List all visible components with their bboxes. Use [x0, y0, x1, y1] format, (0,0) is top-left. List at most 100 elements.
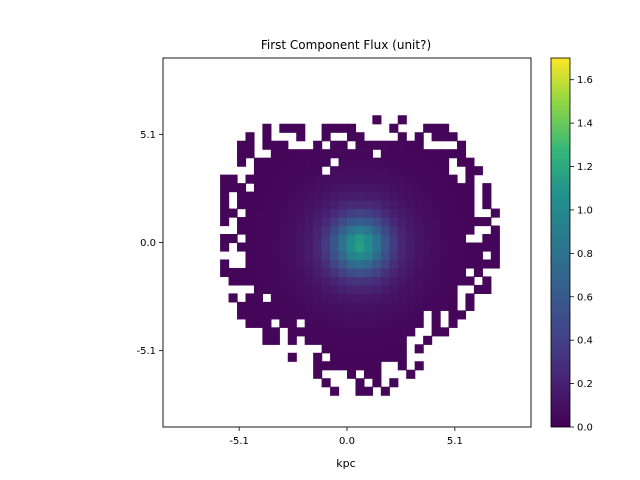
heatmap-cell: [389, 335, 399, 345]
heatmap-cell: [262, 267, 272, 278]
heatmap-cell: [313, 327, 323, 337]
heatmap-cell: [330, 225, 340, 235]
heatmap-cell: [245, 318, 255, 328]
heatmap-cell: [355, 344, 365, 354]
heatmap-cell: [406, 259, 416, 269]
heatmap-cell: [423, 208, 433, 218]
heatmap-cell: [448, 225, 458, 235]
heatmap-cell: [228, 276, 238, 286]
heatmap-cell: [440, 234, 450, 244]
heatmap-cell: [380, 191, 390, 201]
heatmap-cell: [338, 208, 348, 218]
heatmap-cell: [262, 234, 272, 244]
heatmap-cell: [380, 344, 390, 354]
heatmap-cell: [270, 242, 280, 252]
x-axis-label: kpc: [336, 457, 355, 470]
heatmap-cell: [456, 140, 467, 150]
heatmap-cell: [397, 344, 407, 354]
heatmap-cell: [228, 174, 238, 184]
heatmap-cell: [448, 301, 458, 311]
heatmap-cell: [406, 166, 416, 176]
heatmap-cell: [279, 234, 289, 244]
heatmap-cell: [347, 310, 357, 320]
heatmap-cell: [414, 225, 424, 235]
heatmap-cell: [431, 183, 441, 193]
heatmap-cell: [465, 301, 475, 311]
heatmap-cell: [414, 267, 424, 278]
heatmap-cell: [262, 217, 272, 227]
heatmap-cell: [431, 327, 441, 337]
heatmap-cell: [296, 327, 306, 337]
heatmap-cell: [321, 123, 331, 133]
heatmap-cell: [245, 276, 255, 286]
heatmap-cell: [380, 310, 390, 320]
heatmap-cell: [304, 183, 314, 193]
heatmap-cell: [448, 293, 458, 303]
heatmap-cell: [406, 217, 416, 227]
heatmap-cell: [279, 242, 289, 252]
heatmap-cell: [355, 200, 365, 210]
heatmap-cell: [440, 174, 450, 184]
heatmap-cell: [245, 200, 255, 210]
heatmap-cell: [465, 259, 475, 269]
heatmap-cell: [397, 327, 407, 337]
heatmap-cell: [262, 259, 272, 269]
heatmap-cell: [262, 132, 272, 142]
heatmap-cell: [414, 157, 424, 167]
heatmap-cell: [448, 183, 458, 193]
heatmap-cell: [220, 183, 230, 193]
colorbar-tick-label: 0.4: [577, 336, 593, 347]
heatmap-cell: [262, 301, 272, 311]
heatmap-cell: [330, 183, 340, 193]
heatmap-cell: [262, 327, 272, 337]
heatmap-cell: [389, 276, 399, 286]
colorbar-ticks: 0.0 0.2 0.4 0.6 0.8 1.0 1.2 1.4 1.6: [570, 75, 593, 434]
heatmap-cell: [389, 301, 399, 311]
heatmap-cell: [440, 284, 450, 294]
heatmap-cell: [372, 250, 382, 261]
heatmap-cell: [431, 234, 441, 244]
heatmap-cell: [490, 242, 500, 252]
heatmap-cell: [321, 174, 331, 184]
heatmap-cell: [347, 301, 357, 311]
heatmap-cell: [372, 157, 382, 167]
heatmap-cell: [380, 140, 390, 150]
heatmap-cell: [313, 352, 323, 362]
heatmap-cell: [414, 318, 424, 328]
heatmap-cell: [423, 217, 433, 227]
heatmap-cell: [313, 301, 323, 311]
heatmap-cell: [389, 200, 399, 210]
heatmap-cell: [287, 327, 297, 337]
heatmap-cell: [431, 250, 441, 261]
heatmap-cell: [372, 378, 382, 388]
heatmap-cell: [465, 166, 475, 176]
heatmap-cell: [313, 369, 323, 379]
heatmap-cell: [279, 123, 289, 133]
heatmap-cell: [482, 284, 492, 294]
heatmap-cell: [220, 242, 230, 252]
heatmap-cell: [253, 191, 263, 201]
heatmap-cell: [372, 276, 382, 286]
heatmap-cell: [389, 157, 399, 167]
heatmap-cell: [262, 157, 272, 167]
heatmap-cell: [321, 234, 331, 244]
heatmap-cell: [228, 183, 238, 193]
heatmap-cell: [313, 157, 323, 167]
heatmap-cell: [456, 234, 467, 244]
heatmap-cell: [440, 149, 450, 159]
heatmap-cell: [296, 200, 306, 210]
heatmap-cell: [423, 267, 433, 278]
heatmap-cell: [321, 318, 331, 328]
heatmap-cell: [414, 344, 424, 354]
heatmap-cell: [270, 166, 280, 176]
heatmap-cell: [372, 318, 382, 328]
heatmap-cell: [270, 284, 280, 294]
heatmap-cell: [448, 217, 458, 227]
heatmap-cell: [287, 157, 297, 167]
heatmap-cell: [389, 174, 399, 184]
heatmap-cell: [380, 149, 390, 159]
heatmap-cell: [389, 217, 399, 227]
heatmap-cell: [279, 166, 289, 176]
heatmap-cell: [270, 267, 280, 278]
heatmap-cell: [465, 208, 475, 218]
